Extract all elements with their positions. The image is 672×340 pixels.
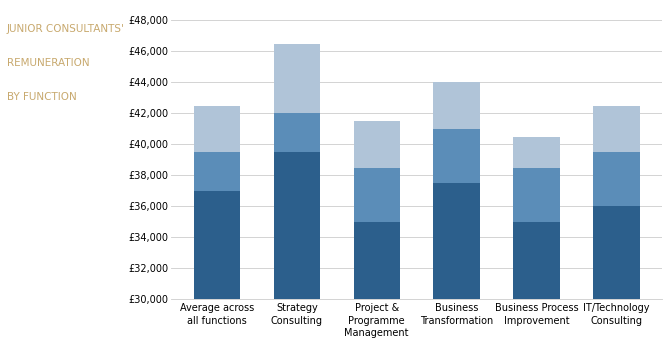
- Bar: [433, 129, 480, 183]
- Bar: [513, 168, 560, 222]
- Bar: [513, 137, 560, 168]
- Bar: [353, 121, 400, 168]
- Bar: [194, 191, 240, 299]
- Text: JUNIOR CONSULTANTS': JUNIOR CONSULTANTS': [7, 24, 124, 34]
- Bar: [194, 106, 240, 152]
- Bar: [274, 44, 320, 113]
- Bar: [274, 113, 320, 152]
- Text: BY FUNCTION: BY FUNCTION: [7, 92, 77, 102]
- Bar: [433, 82, 480, 129]
- Bar: [593, 152, 640, 206]
- Bar: [194, 152, 240, 191]
- Bar: [274, 152, 320, 299]
- Bar: [513, 222, 560, 299]
- Bar: [593, 106, 640, 152]
- Bar: [433, 183, 480, 299]
- Bar: [353, 222, 400, 299]
- Text: REMUNERATION: REMUNERATION: [7, 58, 89, 68]
- Bar: [593, 206, 640, 299]
- Bar: [353, 168, 400, 222]
